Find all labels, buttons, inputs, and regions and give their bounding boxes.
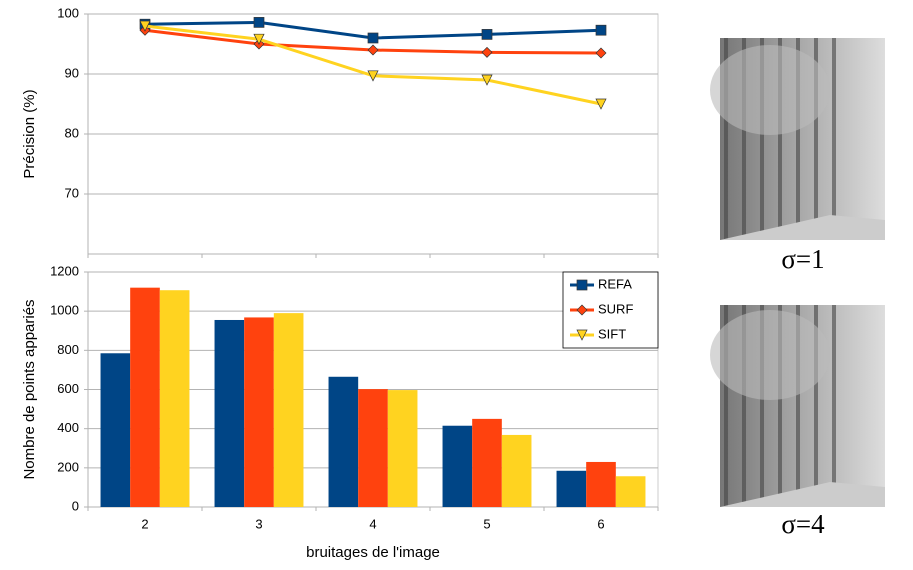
- y-tick-label: 800: [57, 342, 79, 357]
- bar: [586, 461, 616, 507]
- marker: [367, 70, 379, 82]
- marker: [139, 20, 151, 32]
- bar: [159, 290, 190, 507]
- legend-label: REFA: [598, 276, 632, 291]
- marker: [481, 74, 493, 86]
- image-2: [710, 305, 885, 507]
- y-tick-label: 0: [72, 498, 79, 513]
- bar: [328, 376, 359, 507]
- bar: [442, 425, 473, 507]
- image-label: σ=4: [781, 509, 825, 539]
- bar: [472, 418, 502, 507]
- marker: [367, 32, 379, 44]
- x-tick-label: 4: [369, 516, 376, 531]
- x-tick-label: 2: [141, 516, 148, 531]
- bar: [214, 319, 245, 507]
- bar: [501, 434, 532, 507]
- y-tick-label: 70: [65, 185, 79, 200]
- marker: [595, 98, 607, 110]
- bar: [130, 287, 160, 507]
- legend-marker: [576, 279, 588, 291]
- image-label: σ=1: [781, 244, 824, 274]
- bar: [615, 476, 646, 507]
- legend-marker: [576, 304, 588, 316]
- x-axis-title: bruitages de l'image: [306, 544, 440, 561]
- y-axis-title: Précision (%): [21, 89, 38, 178]
- y-tick-label: 400: [57, 420, 79, 435]
- marker: [253, 17, 265, 28]
- bar: [387, 390, 418, 507]
- y-tick-label: 600: [57, 381, 79, 396]
- marker: [481, 46, 493, 58]
- y-tick-label: 1200: [50, 263, 79, 278]
- bar: [358, 389, 388, 507]
- y-tick-label: 80: [65, 125, 79, 140]
- y-tick-label: 200: [57, 459, 79, 474]
- marker: [367, 44, 379, 56]
- x-tick-label: 5: [483, 516, 490, 531]
- bar: [100, 353, 131, 507]
- marker: [595, 47, 607, 59]
- legend-marker: [576, 329, 588, 341]
- bar: [273, 313, 304, 507]
- y-tick-label: 1000: [50, 303, 79, 318]
- bar: [556, 470, 587, 507]
- marker: [595, 24, 607, 36]
- marker: [253, 33, 265, 45]
- legend-label: SIFT: [598, 326, 626, 341]
- x-tick-label: 6: [597, 516, 604, 531]
- bar: [244, 317, 274, 507]
- marker: [481, 29, 493, 40]
- legend-label: SURF: [598, 301, 633, 316]
- x-tick-label: 3: [255, 516, 262, 531]
- image-1: [710, 38, 885, 240]
- y-tick-label: 100: [57, 5, 79, 20]
- y-tick-label: 90: [65, 65, 79, 80]
- y-axis-title: Nombre de points appariés: [21, 299, 38, 479]
